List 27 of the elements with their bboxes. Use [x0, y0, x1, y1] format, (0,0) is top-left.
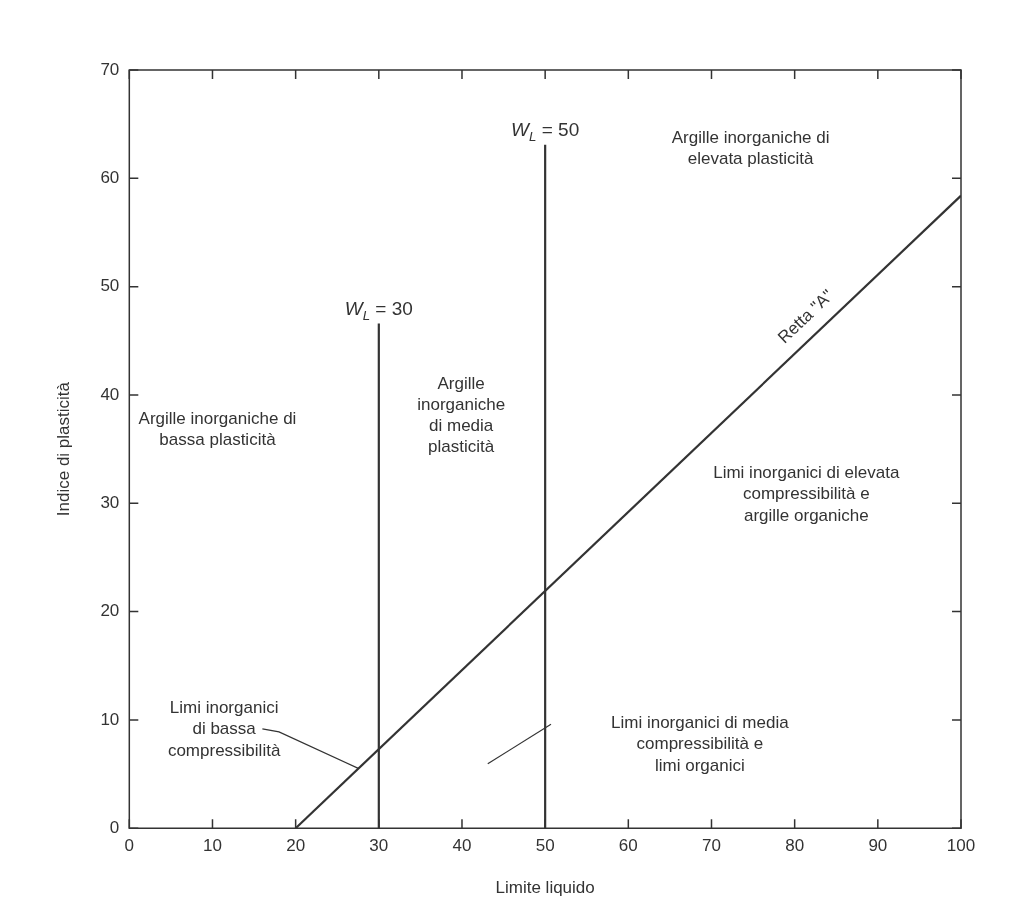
x-tick-label: 80 — [785, 836, 805, 856]
y-tick-label: 70 — [100, 59, 120, 79]
y-axis-title: Indice di plasticità — [53, 381, 73, 517]
y-tick-label: 50 — [100, 276, 120, 296]
x-tick-label: 100 — [946, 836, 976, 856]
y-tick-label: 40 — [100, 384, 120, 404]
annotation: Argille inorganiche di media plasticità — [417, 373, 506, 457]
x-tick-label: 70 — [702, 836, 721, 856]
x-tick-label: 30 — [369, 836, 389, 856]
annotation: Limi inorganici di media compressibilità e limi organici — [611, 713, 790, 775]
x-tick-label: 20 — [286, 836, 306, 856]
x-axis-title: Limite liquido — [495, 878, 595, 898]
annotation: Argille inorganiche di bassa plasticità — [138, 409, 297, 450]
x-tick-label: 90 — [868, 836, 888, 856]
annotation: Argille inorganiche di elevata plasticità — [671, 127, 830, 169]
annotation: Limi inorganici di bassa compressibilità — [167, 698, 281, 760]
x-tick-label: 10 — [203, 836, 222, 856]
x-tick-label: 60 — [618, 836, 638, 856]
y-tick-label: 30 — [100, 492, 120, 512]
y-tick-label: 20 — [100, 601, 120, 621]
y-tick-label: 10 — [100, 709, 120, 729]
y-tick-label: 0 — [109, 817, 120, 837]
x-tick-label: 40 — [452, 836, 472, 856]
annotation: Limi inorganici di elevata compressibilità e argille organiche — [713, 463, 900, 525]
x-tick-label: 50 — [535, 836, 555, 856]
y-tick-label: 60 — [100, 168, 120, 187]
x-tick-label: 0 — [124, 836, 135, 856]
